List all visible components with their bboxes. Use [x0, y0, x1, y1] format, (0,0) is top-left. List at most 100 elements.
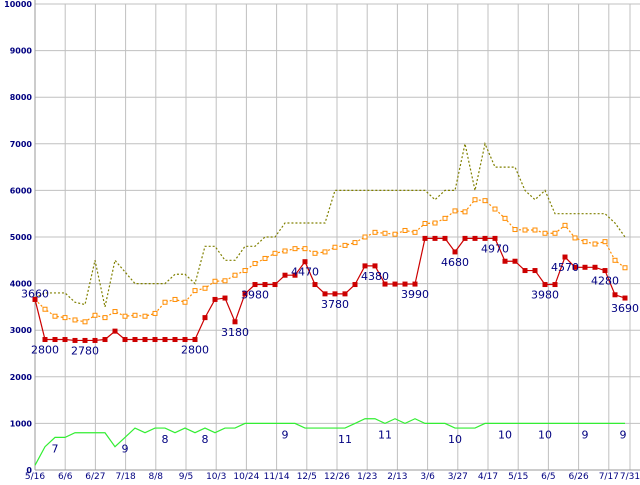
data-point-min — [42, 337, 48, 343]
data-point-average — [442, 215, 448, 221]
data-point-average — [622, 265, 628, 271]
data-point-average — [232, 272, 238, 278]
data-point-average — [512, 227, 518, 233]
data-point-min — [212, 296, 218, 302]
data-point-average — [282, 248, 288, 254]
x-tick-label: 12/26 — [324, 472, 350, 480]
series-line-max — [34, 141, 626, 308]
data-point-average — [102, 315, 108, 321]
count-label: 10 — [448, 433, 462, 446]
count-label: 8 — [162, 433, 169, 446]
x-tick-label: 7/17 — [599, 472, 619, 480]
data-point-average — [362, 234, 368, 240]
x-tick-label: 10/24 — [233, 472, 259, 480]
x-tick-label: 12/5 — [297, 472, 317, 480]
data-point-average — [312, 250, 318, 256]
data-point-min — [282, 272, 288, 278]
data-point-min — [172, 337, 178, 343]
data-point-average — [352, 240, 358, 246]
data-point-min — [462, 235, 468, 241]
data-label: 4680 — [441, 256, 469, 269]
data-point-average — [182, 299, 188, 305]
data-label: 3980 — [241, 289, 269, 302]
data-point-min — [162, 337, 168, 343]
data-point-min — [292, 272, 298, 278]
data-label: 3660 — [21, 287, 49, 300]
count-label: 9 — [620, 428, 627, 441]
data-point-min — [312, 282, 318, 288]
data-point-average — [112, 309, 118, 315]
data-point-average — [412, 229, 418, 235]
data-point-min — [132, 337, 138, 343]
data-point-min — [72, 337, 78, 343]
data-point-average — [492, 206, 498, 212]
y-tick-label: 7000 — [10, 140, 33, 149]
data-point-average — [522, 227, 528, 233]
data-point-average — [502, 215, 508, 221]
data-point-average — [262, 255, 268, 261]
x-tick-label: 2/13 — [387, 472, 407, 480]
data-point-min — [352, 282, 358, 288]
x-tick-label: 11/14 — [264, 472, 290, 480]
count-label: 10 — [538, 428, 552, 441]
data-point-min — [112, 328, 118, 334]
data-point-average — [612, 257, 618, 263]
x-tick-label: 9/5 — [179, 472, 193, 480]
data-point-min — [422, 235, 428, 241]
data-point-min — [542, 282, 548, 288]
x-tick-label: 7/31 — [620, 472, 640, 480]
data-point-average — [382, 230, 388, 236]
data-label: 2800 — [181, 344, 209, 357]
data-point-min — [342, 291, 348, 297]
data-point-min — [272, 282, 278, 288]
data-point-min — [412, 281, 418, 287]
count-label: 9 — [582, 428, 589, 441]
data-point-min — [452, 249, 458, 255]
x-tick-label: 5/16 — [25, 472, 45, 480]
series-line-count — [34, 418, 625, 466]
data-point-min — [442, 235, 448, 241]
data-point-average — [602, 239, 608, 245]
y-tick-label: 5000 — [10, 233, 33, 242]
data-label: 3780 — [321, 298, 349, 311]
data-point-average — [582, 239, 588, 245]
data-point-average — [132, 312, 138, 318]
data-point-average — [172, 296, 178, 302]
x-tick-label: 1/23 — [357, 472, 377, 480]
data-point-min — [192, 337, 198, 343]
data-point-average — [62, 315, 68, 321]
data-label: 3990 — [401, 288, 429, 301]
data-point-average — [342, 242, 348, 248]
data-point-average — [332, 244, 338, 250]
data-point-min — [122, 337, 128, 343]
data-point-average — [392, 231, 398, 237]
data-point-min — [142, 337, 148, 343]
data-point-average — [482, 198, 488, 204]
y-tick-label: 0 — [26, 466, 32, 475]
data-point-min — [562, 254, 568, 260]
data-point-average — [72, 317, 78, 323]
data-label: 2780 — [71, 344, 99, 357]
x-tick-label: 7/18 — [115, 472, 135, 480]
data-point-min — [582, 264, 588, 270]
count-label: 9 — [282, 428, 289, 441]
data-point-min — [532, 268, 538, 274]
data-point-average — [42, 306, 48, 312]
data-point-min — [262, 282, 268, 288]
data-point-min — [392, 281, 398, 287]
data-point-min — [202, 315, 208, 321]
y-tick-label: 3000 — [10, 326, 33, 335]
data-point-average — [452, 208, 458, 214]
data-point-min — [572, 264, 578, 270]
data-point-average — [372, 229, 378, 235]
data-point-average — [422, 220, 428, 226]
data-point-min — [32, 296, 38, 302]
data-point-min — [252, 282, 258, 288]
y-tick-label: 2000 — [10, 373, 33, 382]
data-point-min — [92, 337, 98, 343]
data-point-average — [242, 268, 248, 274]
data-point-min — [372, 263, 378, 269]
data-point-min — [152, 337, 158, 343]
